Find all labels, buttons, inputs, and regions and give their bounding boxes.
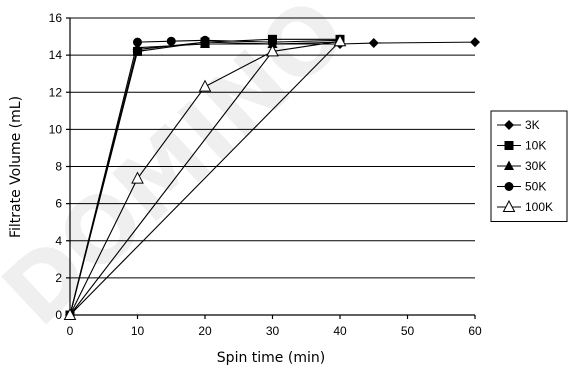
y-tick-label: 10 — [49, 122, 63, 136]
legend-label: 100K — [525, 200, 553, 214]
series-line-50k — [69, 39, 341, 316]
data-point-50k — [200, 35, 210, 45]
data-point-3k — [368, 38, 379, 49]
x-tick-label: 20 — [198, 324, 212, 338]
x-axis-label: Spin time (min) — [217, 350, 325, 366]
data-point-50k — [133, 37, 142, 47]
y-tick-label: 16 — [49, 11, 63, 25]
series-markers-100k — [63, 34, 347, 320]
data-point-3k — [470, 37, 480, 48]
legend-label: 3K — [525, 118, 540, 132]
data-point-100k — [266, 44, 279, 57]
x-tick-label: 40 — [333, 324, 347, 338]
series — [63, 34, 480, 320]
legend-item-10k: 10K — [497, 139, 546, 153]
legend-label: 10K — [525, 139, 546, 153]
x-tick-label: 60 — [468, 324, 482, 338]
legend-item-3k: 3K — [497, 118, 540, 132]
x-tick-label: 10 — [131, 324, 145, 338]
data-point-100k — [198, 79, 212, 92]
grid-lines — [70, 17, 475, 279]
x-tick-labels: 0 10 20 30 40 50 60 — [67, 324, 482, 338]
legend-marker-3k — [504, 120, 514, 130]
legend-label: 30K — [525, 159, 546, 173]
series-50k — [69, 39, 341, 316]
data-point-100k — [131, 171, 144, 184]
y-tick-label: 14 — [49, 48, 63, 62]
x-tick-label: 30 — [266, 324, 280, 338]
legend-marker-30k — [504, 160, 514, 170]
y-tick-label: 0 — [55, 308, 62, 322]
y-tick-label: 8 — [55, 160, 62, 174]
data-point-100k — [333, 34, 347, 47]
y-tick-label: 12 — [49, 85, 63, 99]
y-tick-label: 2 — [55, 271, 62, 285]
legend-marker-10k — [504, 141, 514, 150]
legend: 3K 10K 30K 50K 100K — [490, 110, 568, 222]
data-point-50k — [166, 36, 176, 46]
legend-item-50k: 50K — [497, 180, 546, 194]
y-tick-label: 4 — [55, 234, 62, 248]
x-tick-label: 0 — [67, 324, 74, 338]
data-point-50k — [268, 37, 277, 47]
legend-marker-100k — [502, 199, 516, 212]
legend-item-30k: 30K — [497, 159, 546, 173]
data-point-30k — [132, 42, 143, 52]
legend-item-100k: 100K — [497, 199, 553, 214]
legend-label: 50K — [525, 180, 546, 194]
y-tick-label: 6 — [55, 197, 62, 211]
y-axis-label: Filtrate Volume (mL) — [8, 96, 24, 238]
y-tick-labels: 0 2 4 6 8 10 12 14 16 — [49, 11, 63, 322]
data-point-100k — [63, 307, 77, 320]
legend-marker-50k — [504, 182, 514, 191]
x-tick-label: 50 — [401, 324, 415, 338]
